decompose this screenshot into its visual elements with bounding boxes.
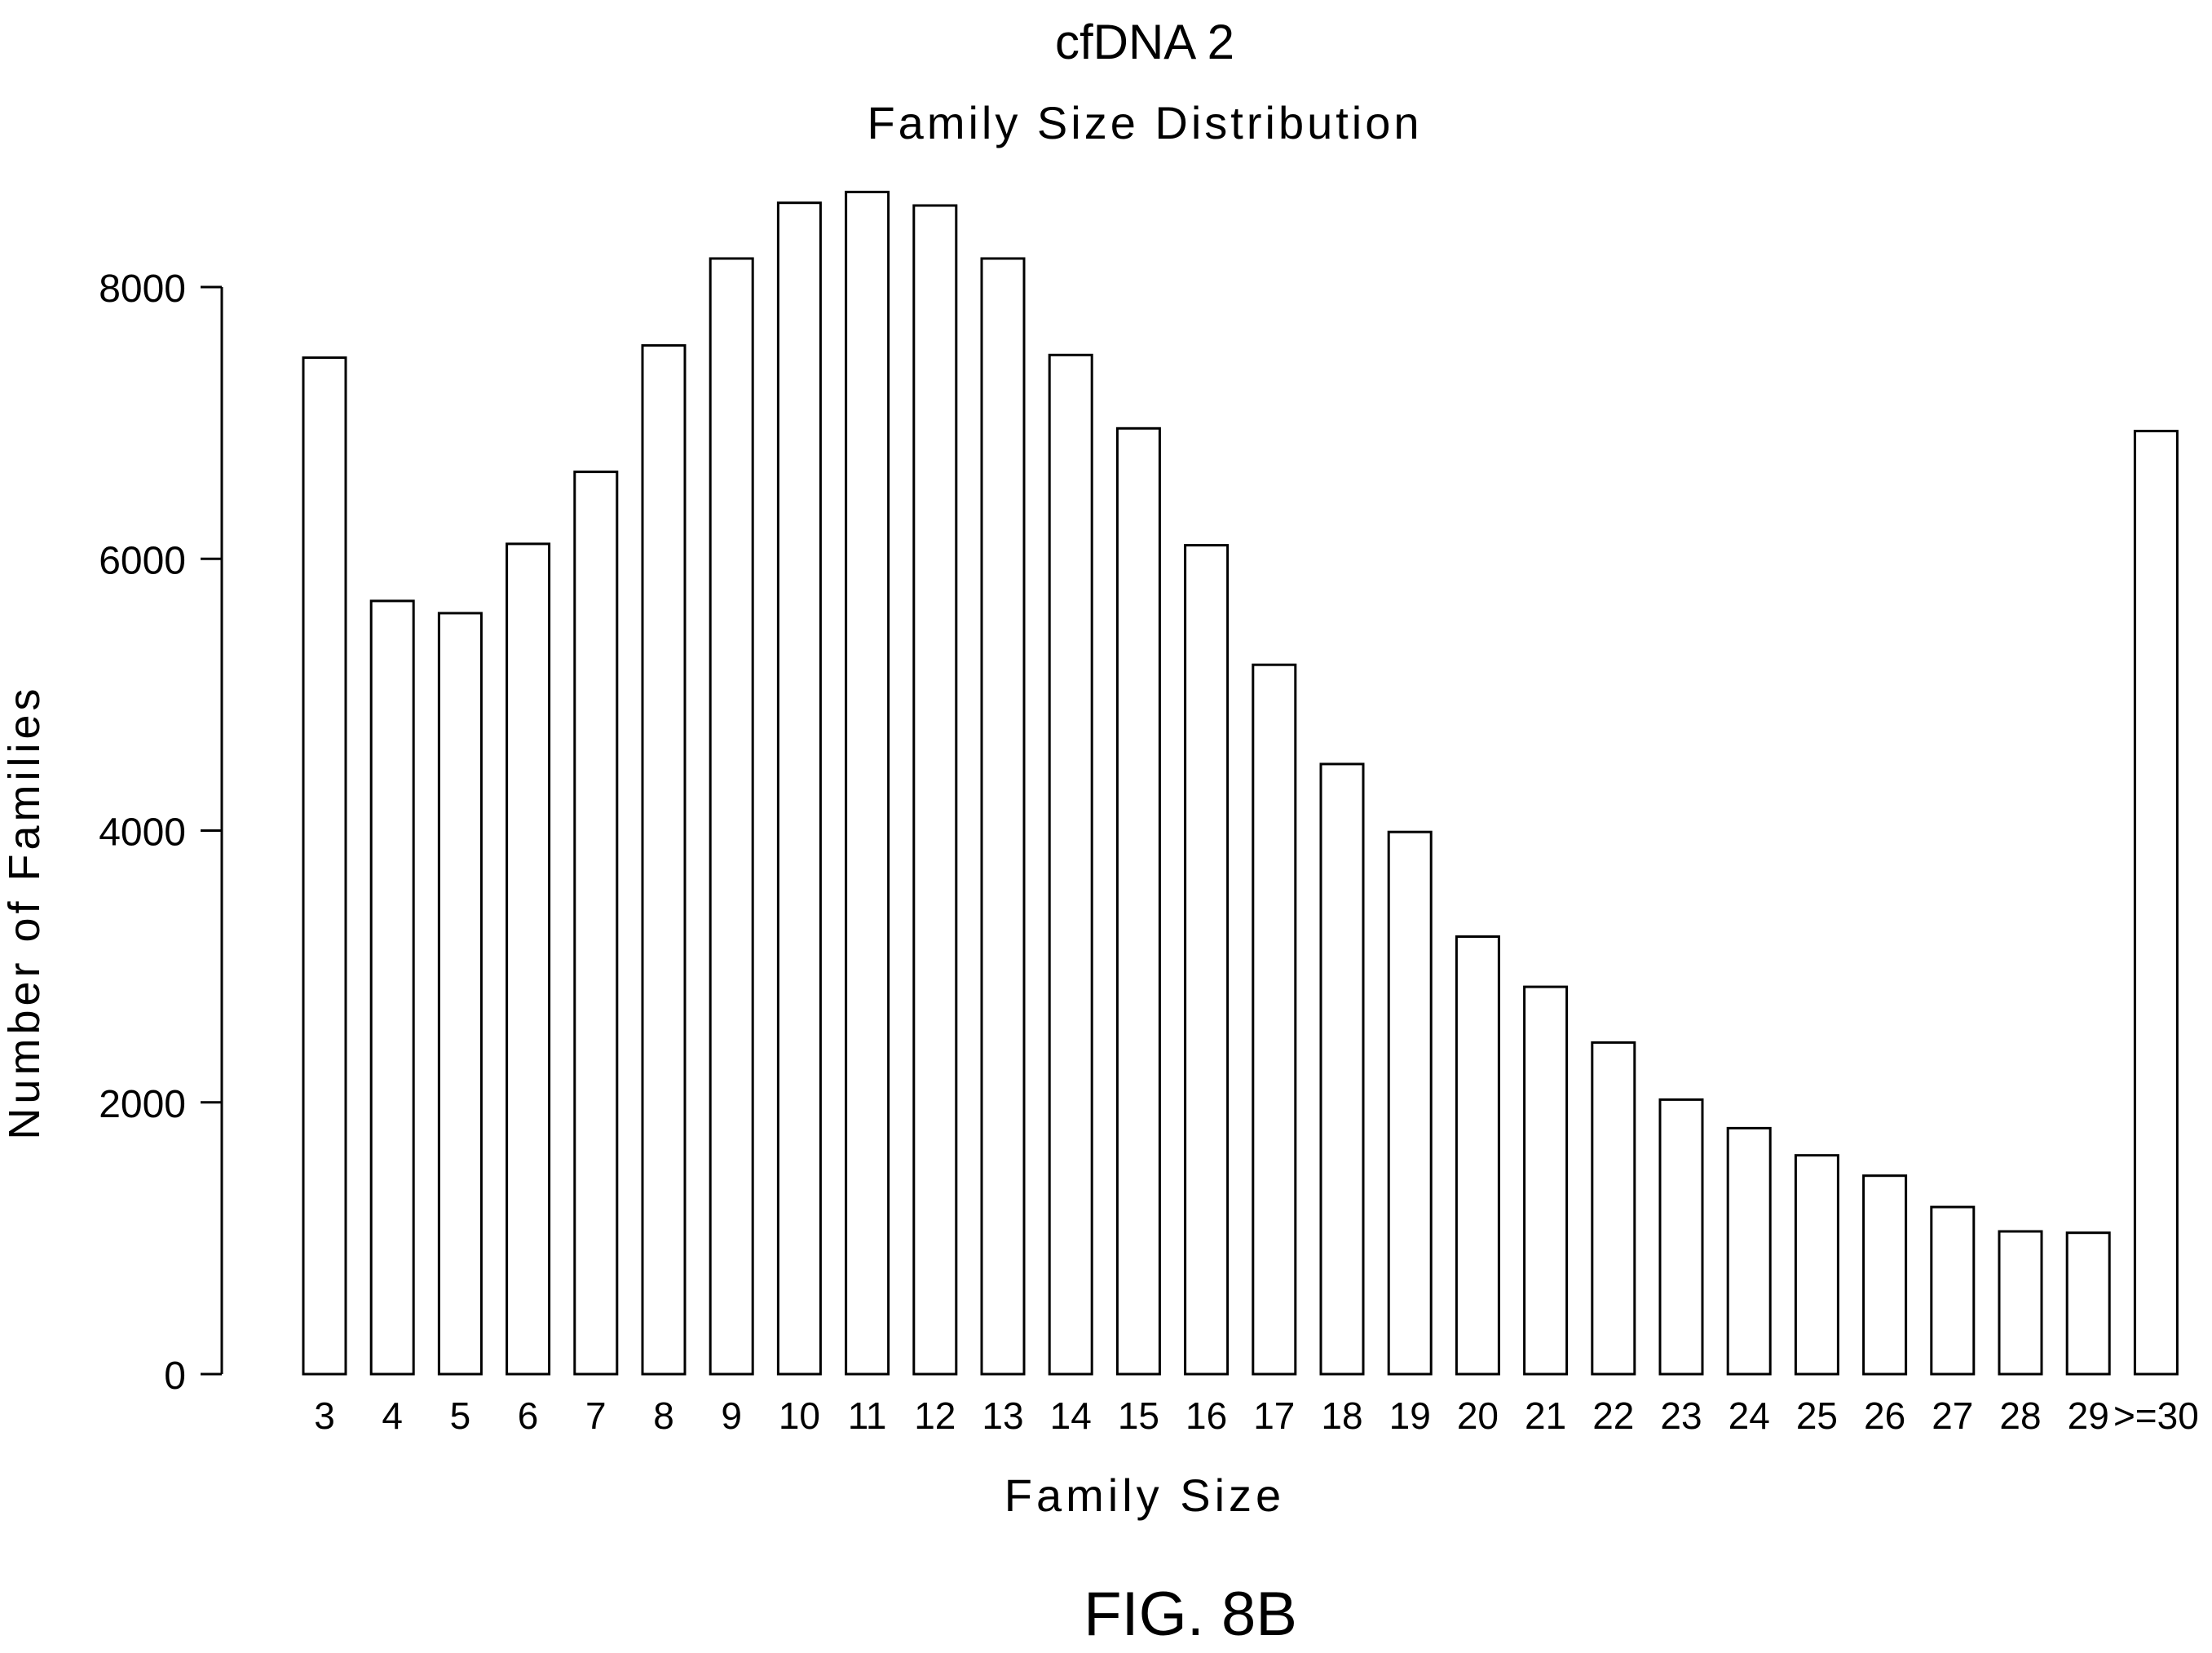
bar-15	[1115, 427, 1161, 1376]
bar-22	[1591, 1041, 1636, 1376]
x-tick-label: 5	[450, 1394, 471, 1437]
chart-subtitle: Family Size Distribution	[867, 97, 1422, 148]
x-tick-label: 7	[585, 1394, 607, 1437]
bar-25	[1794, 1154, 1839, 1376]
bar-group	[302, 190, 2179, 1376]
x-tick-label: 10	[779, 1394, 820, 1437]
bar-10	[776, 201, 822, 1376]
bar-20	[1455, 935, 1500, 1376]
x-tick-label: 28	[1999, 1394, 2041, 1437]
x-tick-label: 9	[721, 1394, 742, 1437]
bar-9	[709, 257, 754, 1376]
x-tick-label: 23	[1660, 1394, 1702, 1437]
x-axis: 3 4 5 6 7 8 9 10 11 12 13 14 15 16 17 18 19 20 21 22 23 24 25 2…	[314, 1394, 2199, 1521]
x-tick-label: 12	[914, 1394, 956, 1437]
bar-17	[1252, 663, 1297, 1376]
bar-29	[2065, 1231, 2111, 1376]
bar-13	[980, 257, 1026, 1376]
bar-24	[1726, 1126, 1772, 1376]
x-tick-label: 26	[1864, 1394, 1905, 1437]
bar-3	[302, 356, 347, 1376]
figure-caption: FIG. 8B	[1084, 1580, 1297, 1649]
y-tick-label: 8000	[99, 267, 186, 311]
x-tick-label: >=30	[2113, 1394, 2199, 1437]
x-tick-labels: 3 4 5 6 7 8 9 10 11 12 13 14 15 16 17 18 19 20 21 22 23 24 25 2…	[314, 1394, 2199, 1437]
bar-14	[1048, 353, 1093, 1376]
y-tick-label: 6000	[99, 539, 186, 582]
x-tick-label: 19	[1389, 1394, 1431, 1437]
bar-30	[2133, 430, 2179, 1376]
bar-21	[1523, 985, 1569, 1376]
x-tick-label: 8	[653, 1394, 674, 1437]
x-tick-label: 20	[1457, 1394, 1499, 1437]
bar-11	[845, 190, 890, 1376]
bar-7	[573, 471, 619, 1376]
x-tick-label: 11	[848, 1394, 887, 1437]
x-tick-label: 13	[982, 1394, 1023, 1437]
bar-8	[641, 344, 687, 1376]
bar-27	[1930, 1205, 1976, 1376]
bar-28	[1998, 1230, 2043, 1376]
y-tick-label: 0	[164, 1355, 186, 1398]
y-tick-label: 4000	[99, 811, 186, 855]
x-tick-label: 25	[1796, 1394, 1838, 1437]
x-tick-label: 6	[518, 1394, 539, 1437]
chart-title: cfDNA 2	[1055, 15, 1234, 69]
x-tick-label: 17	[1253, 1394, 1295, 1437]
y-axis: 0 2000 4000 6000 8000 Number of Families	[0, 267, 223, 1398]
x-tick-label: 18	[1321, 1394, 1362, 1437]
bar-5	[437, 612, 483, 1376]
x-tick-label: 15	[1118, 1394, 1159, 1437]
x-tick-label: 14	[1050, 1394, 1092, 1437]
x-tick-label: 22	[1592, 1394, 1634, 1437]
bar-26	[1862, 1174, 1908, 1376]
bar-6	[506, 542, 551, 1376]
x-tick-label: 16	[1185, 1394, 1227, 1437]
chart-titles: cfDNA 2 Family Size Distribution	[867, 15, 1422, 148]
x-tick-label: 21	[1525, 1394, 1566, 1437]
bar-18	[1319, 762, 1365, 1376]
bar-16	[1184, 544, 1230, 1376]
x-axis-label: Family Size	[1004, 1470, 1285, 1521]
x-tick-label: 3	[314, 1394, 335, 1437]
bar-19	[1387, 830, 1433, 1376]
y-tick-label: 2000	[99, 1083, 186, 1126]
y-tick-group: 0 2000 4000 6000 8000	[99, 267, 222, 1398]
x-tick-label: 4	[382, 1394, 403, 1437]
bar-4	[369, 599, 415, 1376]
y-axis-label: Number of Families	[0, 684, 49, 1139]
x-tick-label: 29	[2068, 1394, 2109, 1437]
bar-12	[912, 204, 958, 1376]
bar-23	[1658, 1098, 1704, 1376]
x-tick-label: 24	[1729, 1394, 1770, 1437]
x-tick-label: 27	[1932, 1394, 1973, 1437]
